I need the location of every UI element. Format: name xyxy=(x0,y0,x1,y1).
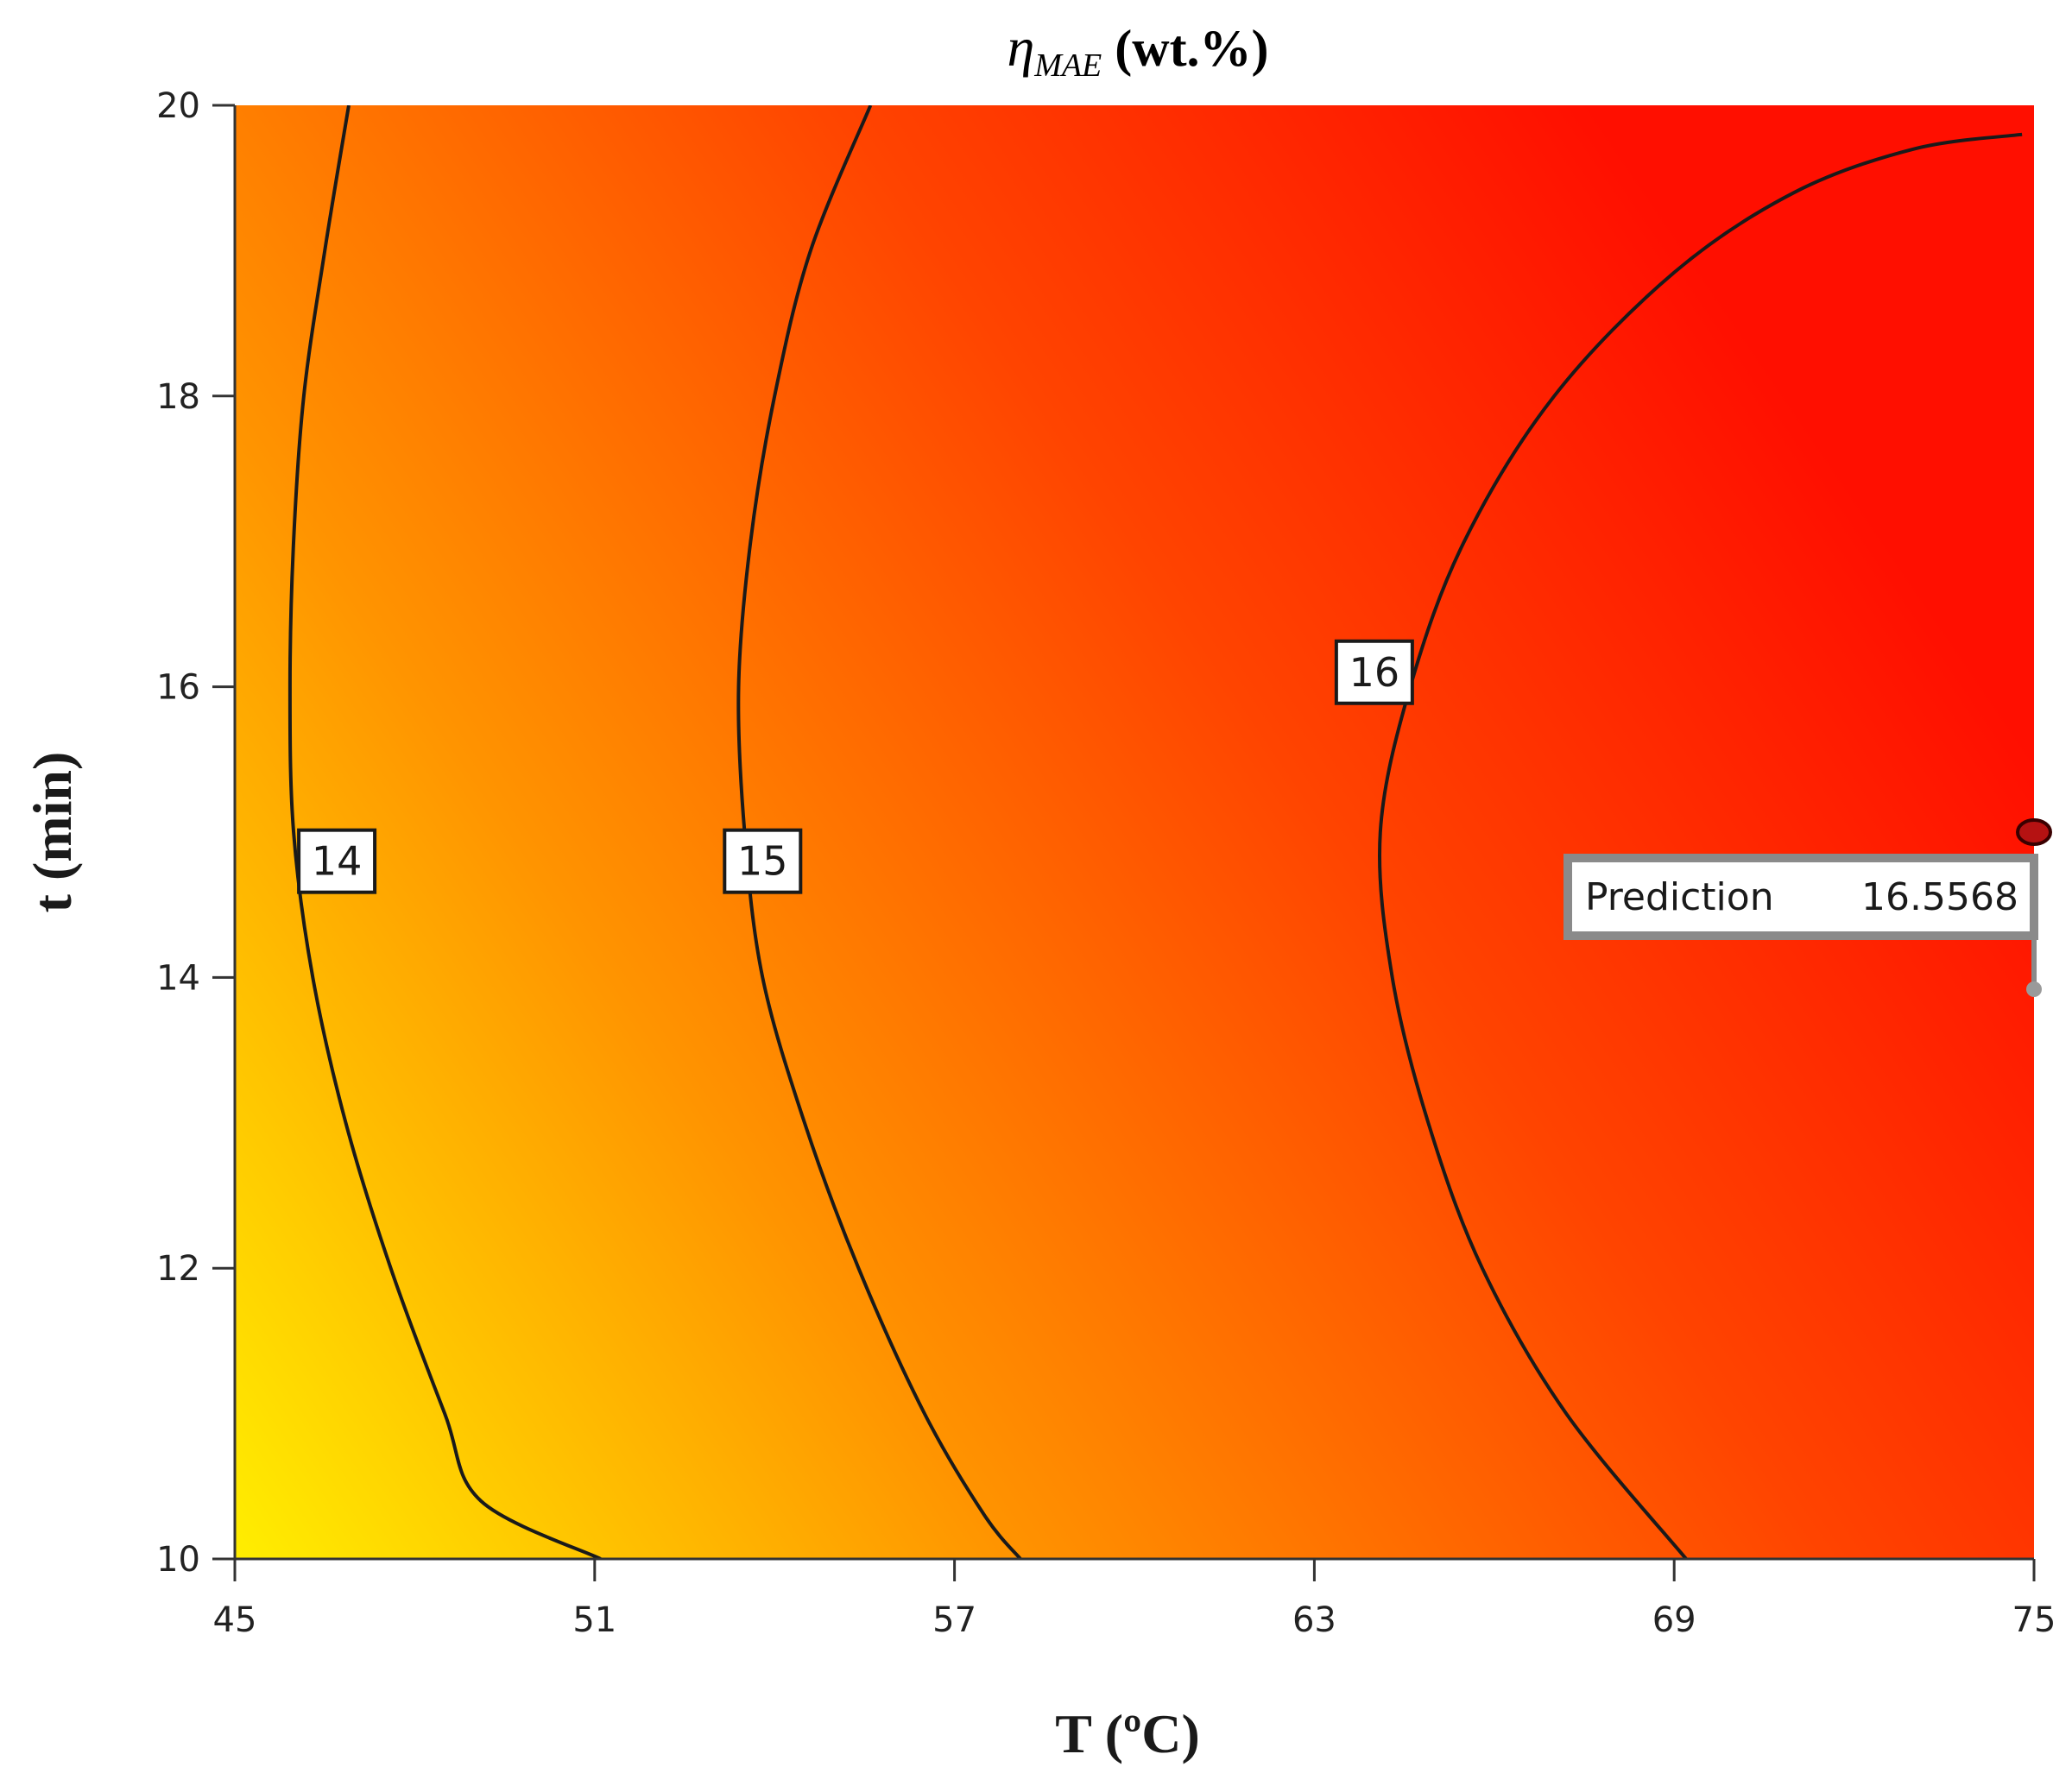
prediction-box xyxy=(1563,854,2038,940)
x-tick-label: 45 xyxy=(213,1600,257,1640)
y-tick-label: 12 xyxy=(156,1249,200,1289)
prediction-annotation: Prediction 16.5568 xyxy=(1563,818,2052,997)
contour-label-text: 14 xyxy=(312,838,363,885)
contour-label-text: 16 xyxy=(1349,649,1400,696)
x-tick-label: 63 xyxy=(1292,1600,1336,1640)
x-axis-label: T (ºC) xyxy=(1055,1703,1200,1764)
contour-label-16: 16 xyxy=(1334,639,1414,705)
chart-title-unit: (wt.%) xyxy=(1102,20,1268,77)
prediction-point xyxy=(2016,818,2052,846)
contour-label-14: 14 xyxy=(297,828,377,894)
contour-label-text: 15 xyxy=(737,838,788,885)
y-tick-label: 14 xyxy=(156,958,200,998)
contour-label-box xyxy=(1334,639,1414,705)
prediction-value: 16.5568 xyxy=(1861,875,2018,919)
contour-line-14 xyxy=(287,105,602,1559)
x-tick-label: 51 xyxy=(572,1600,616,1640)
y-ticks: 10 12 14 16 18 20 xyxy=(156,86,235,1580)
y-axis-label: t (min) xyxy=(22,752,83,913)
prediction-anchor xyxy=(2026,981,2042,997)
y-tick-label: 10 xyxy=(156,1540,200,1580)
y-tick-label: 18 xyxy=(156,377,200,417)
x-tick-label: 69 xyxy=(1652,1600,1696,1640)
contour-label-box xyxy=(297,828,377,894)
chart-title-subscript: MAE xyxy=(1033,47,1102,84)
plot-area xyxy=(235,105,2034,1559)
x-tick-label: 57 xyxy=(932,1600,976,1640)
chart-title: ηMAE (wt.%) xyxy=(1007,16,1268,84)
chart-title-symbol: η xyxy=(1007,16,1034,78)
y-tick-label: 16 xyxy=(156,668,200,708)
prediction-label: Prediction xyxy=(1585,875,1774,919)
y-tick-label: 20 xyxy=(156,86,200,126)
x-tick-label: 75 xyxy=(2012,1600,2056,1640)
contour-label-15: 15 xyxy=(723,828,803,894)
contour-label-box xyxy=(723,828,803,894)
contour-labels: 14 15 16 xyxy=(297,639,1414,894)
x-ticks: 45 51 57 63 69 75 xyxy=(213,1559,2056,1640)
